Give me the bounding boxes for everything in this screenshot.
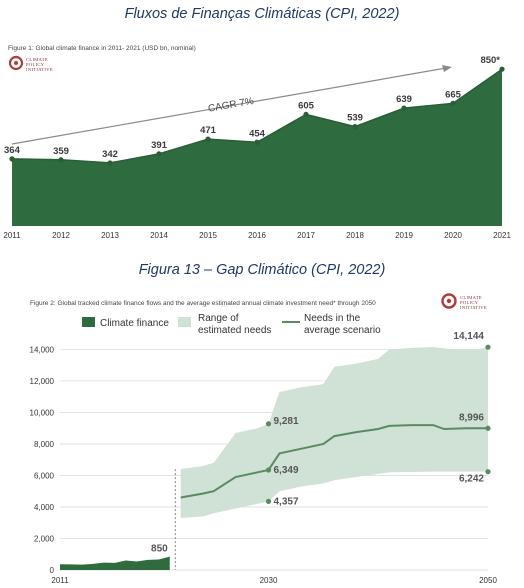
legend-range-line1: Range of: [198, 313, 239, 324]
bottom-caption: Figura 13 – Gap Climático (CPI, 2022): [138, 262, 386, 278]
data-label: 539: [347, 113, 363, 124]
annotation-label: 9,281: [274, 416, 299, 427]
cpi-logo-2: CLIMATE POLICY INITIATIVE: [441, 293, 487, 310]
annotation-label: 8,996: [459, 412, 484, 423]
data-label: 364: [4, 145, 21, 156]
x-tick-label: 2012: [52, 231, 70, 240]
y-tick-label: 14,000: [30, 345, 55, 354]
climate-finance-area: [60, 556, 170, 570]
x-tick-label: 2011: [51, 576, 69, 585]
chart2-legend: Climate finance Range of estimated needs…: [82, 313, 381, 336]
data-label: 850*: [480, 55, 500, 66]
x-tick-label: 2050: [479, 576, 497, 585]
data-point: [58, 157, 64, 163]
legend-swatch-finance: [82, 317, 95, 327]
x-tick-label: 2013: [101, 231, 119, 240]
y-tick-label: 6,000: [34, 471, 55, 480]
data-label: 454: [249, 128, 266, 139]
data-label: 665: [445, 89, 462, 100]
x-tick-label: 2016: [248, 231, 266, 240]
x-tick-label: 2015: [199, 231, 217, 240]
data-label: 471: [200, 125, 217, 136]
data-label: 605: [298, 100, 315, 111]
data-point: [205, 136, 211, 142]
needs-range-band: [180, 347, 488, 519]
data-point: [9, 156, 15, 162]
cpi-logo: CLIMATE POLICY INITIATIVE: [8, 55, 53, 72]
cagr-arrow-line: [11, 67, 447, 145]
y-tick-label: 8,000: [34, 440, 55, 449]
chart2-plot: [60, 347, 489, 570]
x-tick-label: 2014: [150, 231, 168, 240]
chart1-x-ticks: 2011 2012 2013 2014 2015 2016 2017 2018 2019 2020…: [3, 231, 511, 240]
logo2-line3: INITIATIVE: [460, 305, 487, 310]
data-point: [401, 105, 407, 111]
chart2-annotations: 850 9,281 6,349 4,357 14,144 8,996 6,242: [151, 331, 491, 555]
annotation-point: [485, 344, 491, 350]
chart1-data-labels: 364 359 342 391 471 454 605 539 639 665 850*: [4, 55, 500, 160]
data-label: 639: [396, 94, 412, 105]
x-tick-label: 2020: [444, 231, 462, 240]
needs-average-line: [180, 424, 489, 499]
data-point: [499, 66, 505, 72]
annotation-point: [485, 425, 491, 431]
annotation-label: 14,144: [453, 331, 484, 342]
x-tick-label: 2021: [493, 231, 511, 240]
legend-needs-line1: Needs in the: [304, 313, 361, 324]
legend-swatch-range: [178, 317, 191, 327]
annotation-point: [485, 469, 491, 475]
logo-ring-icon: [8, 55, 24, 71]
top-caption: Fluxos de Finanças Climáticas (CPI, 2022…: [124, 6, 400, 22]
legend-finance: Climate finance: [100, 318, 169, 329]
x-tick-label: 2018: [346, 231, 364, 240]
x-tick-label: 2019: [395, 231, 413, 240]
y-tick-label: 0: [50, 566, 55, 575]
annotation-label: 850: [151, 544, 168, 555]
cagr-arrowhead-icon: [442, 65, 452, 72]
logo-ring-icon: [441, 293, 457, 309]
annotation-point: [265, 467, 272, 473]
data-point: [303, 111, 309, 118]
logo-line3: INITIATIVE: [26, 67, 53, 72]
chart1-figure-label: Figure 1: Global climate finance in 2011…: [8, 45, 196, 52]
x-tick-label: 2017: [297, 231, 315, 240]
data-point: [107, 160, 113, 166]
data-point: [254, 139, 260, 145]
cagr-label: CAGR 7%: [207, 96, 254, 115]
data-point: [450, 100, 456, 106]
logo-dot-icon: [446, 298, 452, 304]
data-label: 342: [102, 149, 118, 160]
x-tick-label: 2030: [260, 576, 278, 585]
legend-needs-line2: average scenario: [304, 325, 381, 336]
climate-gap-chart: Figure 2: Global tracked climate finance…: [30, 293, 498, 585]
data-label: 391: [151, 140, 168, 151]
y-tick-label: 12,000: [30, 377, 55, 386]
annotation-point: [265, 498, 272, 504]
x-tick-label: 2011: [3, 231, 21, 240]
chart2-figure-label: Figure 2: Global tracked climate finance…: [30, 300, 376, 307]
annotation-label: 4,357: [274, 496, 299, 507]
annotation-label: 6,242: [459, 474, 484, 485]
data-label: 359: [53, 146, 69, 157]
y-tick-label: 2,000: [34, 534, 55, 543]
logo-line2: POLICY: [26, 62, 45, 67]
data-point: [352, 123, 358, 130]
data-point: [156, 151, 162, 157]
chart1-area-group: [9, 66, 505, 226]
annotation-label: 6,349: [274, 465, 299, 476]
y-tick-label: 4,000: [34, 503, 55, 512]
logo2-line2: POLICY: [460, 300, 479, 305]
logo2-line1: CLIMATE: [460, 295, 482, 300]
y-tick-label: 10,000: [30, 408, 55, 417]
legend-range-line2: estimated needs: [198, 325, 271, 336]
chart2-ticks: 0 2,000 4,000 6,000 8,000 10,000 12,000 14,000 2…: [30, 345, 498, 585]
climate-finance-chart: Figure 1: Global climate finance in 2011…: [3, 45, 511, 240]
logo-dot-icon: [14, 61, 18, 65]
finance-area: [12, 69, 502, 226]
annotation-point: [265, 421, 272, 427]
logo-line1: CLIMATE: [26, 57, 48, 62]
